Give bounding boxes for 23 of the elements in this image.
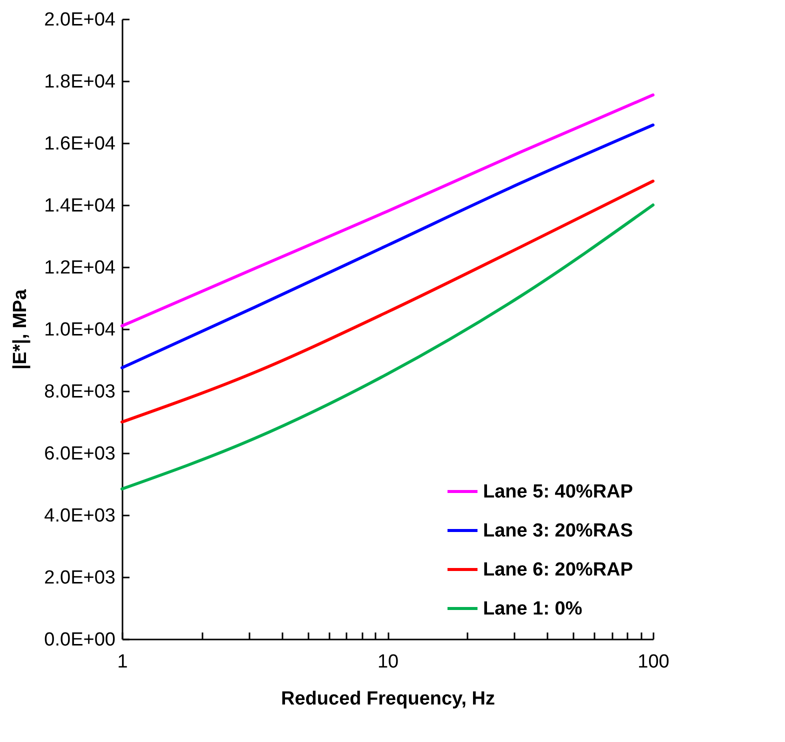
x-tick-label: 10 — [377, 652, 399, 672]
y-tick-label: 6.0E+03 — [44, 444, 116, 464]
y-tick-label: 1.6E+04 — [44, 134, 116, 154]
y-tick-label: 2.0E+03 — [44, 568, 116, 588]
y-tick-label: 1.0E+04 — [44, 320, 116, 340]
y-tick-label: 4.0E+03 — [44, 506, 116, 526]
y-axis-title: |E*|, MPa — [10, 288, 32, 370]
y-tick-label: 1.4E+04 — [44, 196, 116, 216]
legend-label: Lane 1: 0% — [483, 598, 582, 620]
legend-label: Lane 6: 20%RAP — [483, 560, 634, 580]
x-axis-title: Reduced Frequency, Hz — [281, 688, 495, 710]
legend-label: Lane 5: 40%RAP — [483, 482, 634, 502]
legend-label: Lane 3: 20%RAS — [483, 520, 633, 542]
line-series — [120, 124, 654, 370]
x-tick-label: 100 — [638, 652, 670, 672]
y-tick-label: 1.2E+04 — [44, 258, 116, 278]
y-tick-label: 1.8E+04 — [44, 72, 116, 92]
y-tick-label: 8.0E+03 — [44, 382, 116, 402]
line-series — [120, 180, 654, 424]
x-tick-label: 1 — [117, 652, 128, 672]
line-series — [120, 93, 654, 328]
y-tick-label: 0.0E+00 — [44, 630, 116, 650]
y-tick-label: 2.0E+04 — [44, 10, 116, 30]
